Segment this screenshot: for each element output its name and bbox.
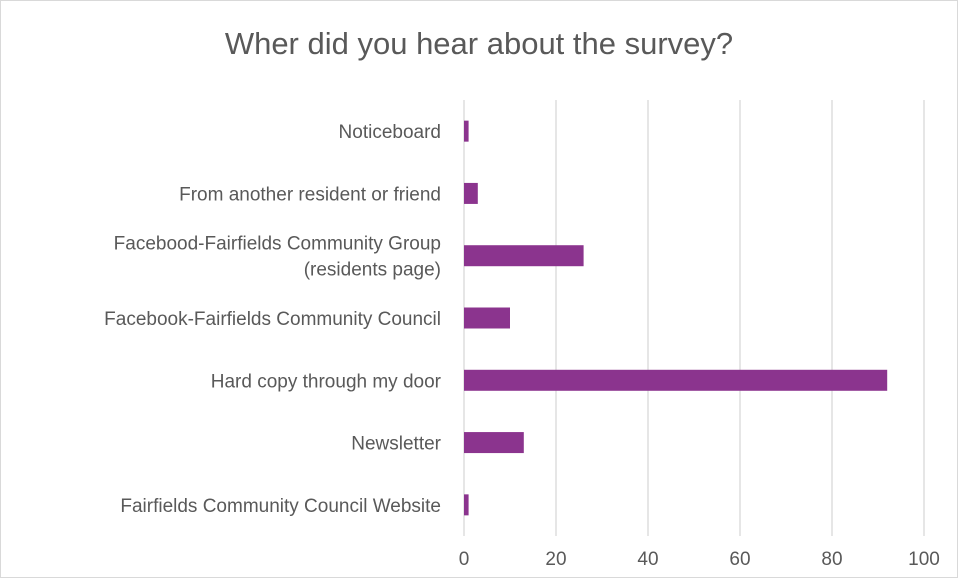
bar-1 [464, 120, 469, 142]
category-label-4: Facebook-Fairfields Community Council [104, 309, 441, 330]
chart-title: Wher did you hear about the survey? [224, 26, 734, 61]
bar-7 [464, 494, 469, 516]
x-tick-label-40: 40 [637, 549, 658, 570]
category-label-5: Hard copy through my door [211, 371, 442, 392]
bar-2 [464, 182, 478, 204]
x-tick-label-60: 60 [729, 549, 750, 570]
x-tick-label-80: 80 [821, 549, 842, 570]
category-label-6: Newsletter [351, 434, 441, 455]
bar-4 [464, 307, 510, 329]
bar-5 [464, 369, 888, 391]
category-label-2: From another resident or friend [179, 184, 441, 205]
category-label-3-line-2: (residents page) [304, 260, 441, 281]
x-tick-label-0: 0 [459, 549, 470, 570]
category-label-1: Noticeboard [339, 122, 441, 143]
x-tick-label-20: 20 [545, 549, 566, 570]
bar-3 [464, 245, 584, 267]
category-label-3-line-1: Facebood-Fairfields Community Group [114, 234, 441, 255]
category-label-7: Fairfields Community Council Website [120, 496, 441, 517]
x-tick-label-100: 100 [908, 549, 940, 570]
bar-6 [464, 432, 524, 454]
